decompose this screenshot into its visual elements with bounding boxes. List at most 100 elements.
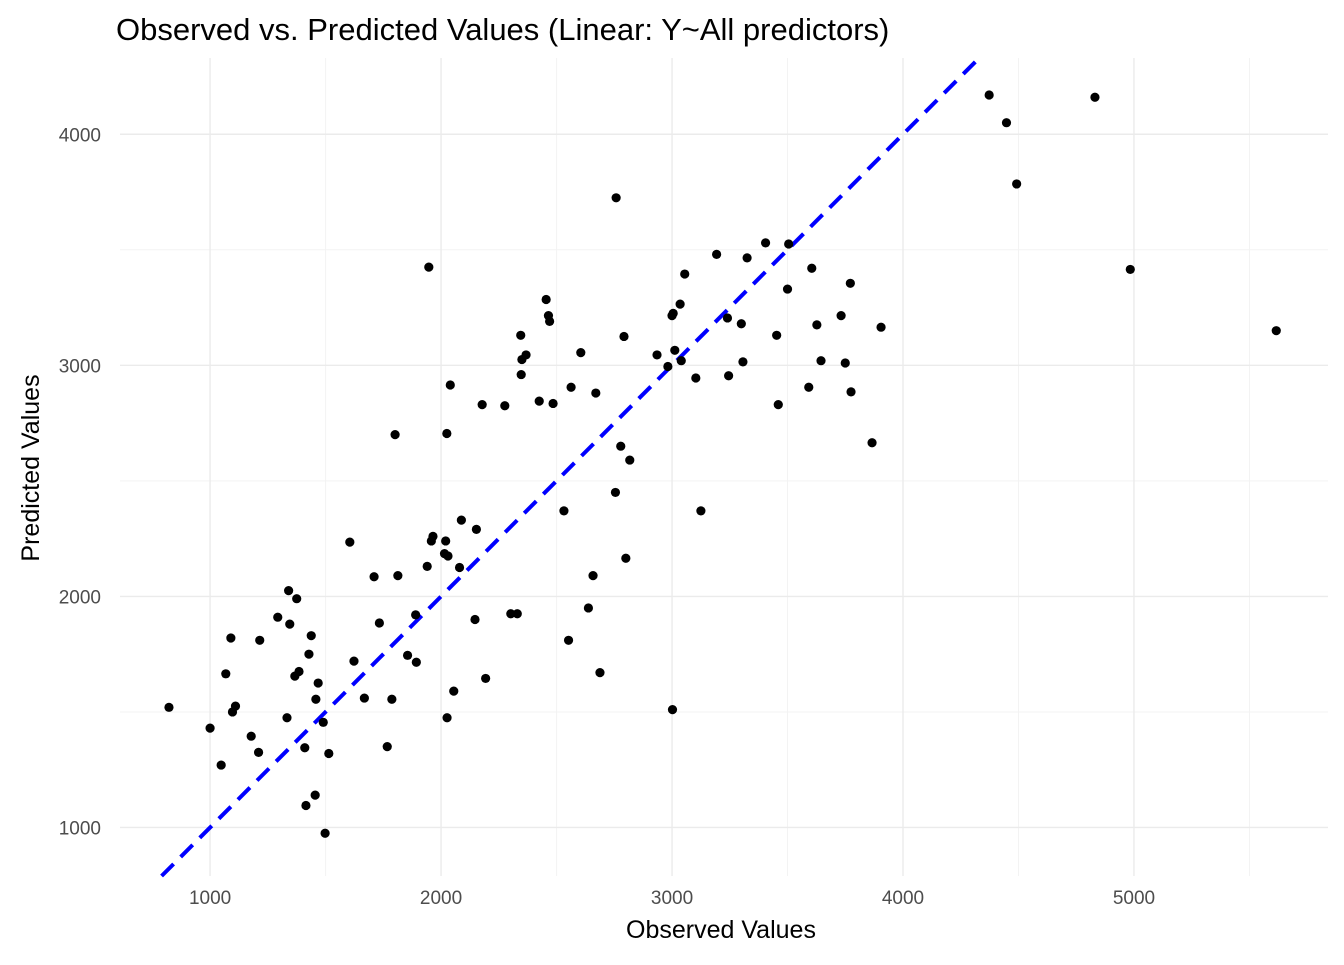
- data-point: [374, 618, 384, 628]
- data-point: [221, 669, 231, 679]
- x-tick-label: 1000: [189, 888, 231, 909]
- data-point: [300, 743, 310, 753]
- data-point: [804, 382, 814, 392]
- data-point: [840, 358, 850, 368]
- data-point: [324, 748, 334, 759]
- data-point: [318, 717, 328, 727]
- data-point: [610, 487, 621, 498]
- data-point: [736, 319, 746, 329]
- x-tick-label: 2000: [420, 888, 462, 909]
- data-point: [772, 330, 782, 340]
- data-point: [359, 693, 369, 703]
- data-point: [1012, 179, 1022, 189]
- data-point: [449, 686, 459, 696]
- data-point: [984, 90, 994, 100]
- data-point: [402, 650, 413, 660]
- data-point: [521, 350, 531, 360]
- data-point: [477, 400, 487, 410]
- data-point: [1271, 326, 1281, 336]
- data-point: [411, 657, 421, 667]
- data-point: [292, 594, 302, 604]
- data-point: [164, 702, 174, 712]
- data-point: [722, 313, 733, 323]
- data-point: [724, 371, 734, 381]
- data-point: [845, 278, 855, 288]
- y-axis-tick-labels: 1000 2000 3000 4000: [59, 125, 101, 839]
- data-point: [216, 760, 226, 770]
- data-point: [443, 551, 453, 561]
- data-point: [625, 455, 635, 465]
- data-point: [246, 731, 256, 741]
- data-point: [846, 387, 856, 397]
- y-tick-label: 1000: [59, 818, 101, 839]
- data-point: [691, 373, 701, 383]
- data-point: [311, 694, 321, 704]
- data-point: [441, 536, 451, 546]
- data-point: [393, 571, 403, 581]
- data-point: [424, 262, 434, 272]
- data-point: [611, 193, 621, 203]
- data-point: [696, 506, 706, 516]
- data-point: [782, 284, 793, 294]
- data-point: [676, 356, 686, 366]
- data-point: [836, 311, 846, 321]
- data-point: [471, 524, 481, 534]
- data-point: [807, 263, 817, 273]
- data-point: [712, 249, 722, 260]
- y-tick-label: 4000: [59, 125, 101, 146]
- data-point: [559, 506, 569, 516]
- data-point: [456, 515, 466, 525]
- data-point: [470, 614, 480, 625]
- data-point: [566, 382, 576, 392]
- data-point: [545, 316, 555, 327]
- data-point: [738, 357, 748, 367]
- data-point: [1001, 118, 1012, 128]
- data-point: [595, 668, 605, 678]
- data-point: [390, 430, 400, 440]
- data-point: [588, 571, 598, 581]
- data-point: [516, 330, 526, 340]
- data-point: [621, 553, 631, 563]
- data-point: [273, 612, 283, 622]
- data-point: [428, 531, 438, 541]
- data-point: [445, 380, 455, 390]
- data-point: [667, 705, 678, 715]
- y-tick-label: 3000: [59, 356, 101, 377]
- data-point: [812, 320, 822, 330]
- data-point: [230, 701, 241, 711]
- data-point: [226, 633, 236, 643]
- data-point: [876, 322, 886, 332]
- data-point: [1125, 264, 1135, 275]
- y-tick-label: 2000: [59, 587, 101, 608]
- data-point: [680, 269, 690, 279]
- data-point: [253, 747, 264, 757]
- data-point: [349, 656, 359, 666]
- data-point: [285, 619, 295, 629]
- data-point: [382, 741, 392, 752]
- data-point: [867, 438, 877, 448]
- data-point: [301, 800, 311, 811]
- data-point: [442, 713, 452, 723]
- data-point: [345, 537, 355, 547]
- data-point: [583, 603, 594, 613]
- data-point: [500, 401, 510, 411]
- data-point: [1090, 92, 1100, 102]
- data-point: [591, 388, 601, 398]
- data-point: [670, 345, 680, 355]
- data-point: [541, 294, 551, 305]
- data-point: [422, 561, 432, 571]
- data-point: [369, 572, 379, 582]
- x-axis-title: Observed Values: [626, 916, 816, 944]
- data-point: [294, 666, 304, 677]
- data-point: [516, 369, 526, 380]
- data-point: [816, 356, 826, 366]
- reference-line-group: [160, 56, 981, 878]
- data-point: [773, 400, 783, 410]
- data-point: [454, 562, 465, 573]
- data-point: [784, 239, 794, 249]
- data-point: [411, 610, 421, 620]
- data-point: [548, 398, 558, 409]
- y-axis-title: Predicted Values: [17, 374, 45, 561]
- data-points: [164, 90, 1281, 838]
